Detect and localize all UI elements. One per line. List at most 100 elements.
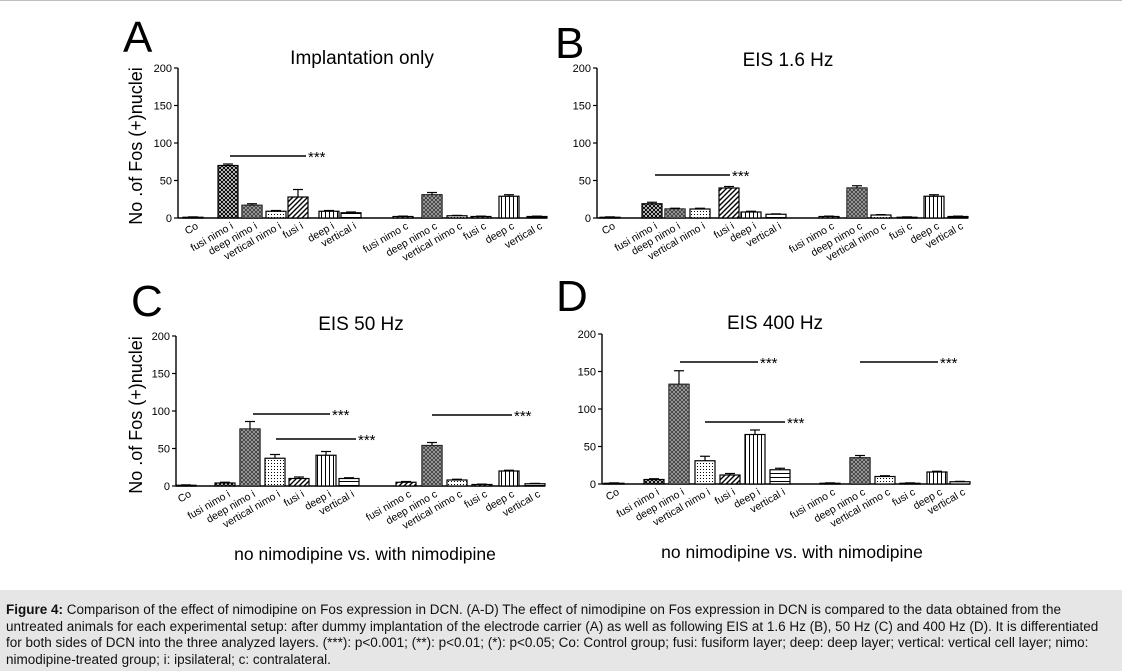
y-tick-label: 200 (573, 63, 591, 75)
bar-fusi-nimo-i (641, 203, 663, 219)
y-tick-label: 0 (166, 213, 172, 225)
panel-letter: C (131, 277, 163, 326)
significance-label: *** (514, 408, 532, 425)
bar-vertical-nimo-c (446, 215, 468, 219)
caption-text: Comparison of the effect of nimodipine o… (6, 602, 1099, 667)
category-label: Co (176, 488, 194, 505)
bar-fusi-i (287, 196, 309, 219)
figure-caption: Figure 4: Comparison of the effect of ni… (6, 602, 1114, 668)
significance-label: *** (940, 355, 958, 372)
y-tick-label: 100 (578, 404, 596, 416)
bar-vertical-c (524, 483, 546, 487)
y-tick-label: 0 (585, 213, 591, 225)
bar-shade (665, 209, 685, 218)
bar-deep-i (744, 433, 766, 485)
y-tick-label: 150 (578, 367, 596, 379)
bar-fusi-nimo-i (214, 482, 236, 487)
bar-shade (422, 194, 442, 218)
bar-fusi-i (719, 474, 741, 485)
panel-title: EIS 1.6 Hz (743, 50, 834, 71)
y-tick-label: 50 (584, 442, 596, 454)
panel-title: Implantation only (290, 48, 434, 69)
panel-letter: D (556, 272, 588, 321)
bar-shade (240, 429, 260, 486)
panel-C: C EIS 50 Hz 0 50 100 150 200 No .of Fos (+)nucl… (126, 277, 546, 564)
significance-label: *** (308, 149, 326, 166)
category-label: Co (604, 486, 622, 503)
y-tick-label: 100 (573, 138, 591, 150)
bar-vertical-i (338, 477, 360, 487)
bar-fusi-i (288, 477, 310, 487)
bar-vertical-nimo-c (446, 479, 468, 487)
bar-shade (242, 205, 262, 218)
category-label: Co (183, 220, 201, 237)
panel-title: EIS 400 Hz (727, 313, 823, 334)
top-rule (0, 0, 1122, 1)
y-tick-label: 150 (152, 369, 170, 381)
bar-fusi-c (470, 215, 492, 219)
y-tick-label: 200 (152, 331, 170, 343)
panel-title: EIS 50 Hz (318, 314, 404, 335)
bar-fusi-nimo-c (395, 481, 417, 487)
significance-label: *** (332, 407, 350, 424)
y-axis-label: No .of Fos (+)nuclei (126, 336, 146, 494)
y-tick-label: 150 (154, 101, 172, 113)
bar-fusi-i (718, 187, 740, 219)
panel-A: A Implantation only 0 50 100 150 200 No .of Fos… (123, 13, 548, 264)
panel-letter: A (123, 13, 153, 62)
significance-label: *** (787, 415, 805, 432)
bar-shade (850, 457, 870, 484)
bar-fusi-nimo-i (217, 164, 239, 219)
bar-vertical-nimo-i (694, 460, 716, 485)
y-axis-label: No .of Fos (+)nuclei (126, 67, 146, 225)
category-label: Co (600, 220, 618, 237)
figure-panels: A Implantation only 0 50 100 150 200 No .of Fos… (123, 13, 971, 564)
bar-deep-i (318, 210, 340, 219)
bar-vertical-c (949, 481, 971, 485)
y-tick-label: 0 (164, 481, 170, 493)
category-label: fusi i (281, 220, 306, 241)
bar-vertical-i (769, 469, 791, 485)
y-tick-label: 50 (160, 176, 172, 188)
bar-fusi-nimo-c (818, 215, 840, 219)
y-tick-label: 150 (573, 101, 591, 113)
panel-letter: B (555, 19, 584, 68)
bar-vertical-nimo-i (264, 457, 286, 487)
bar-deep-c (923, 195, 945, 219)
bar-shade (422, 445, 442, 486)
y-tick-label: 0 (590, 479, 596, 491)
bar-vertical-nimo-c (874, 475, 896, 485)
significance-label: *** (760, 355, 778, 372)
bar-vertical-c (526, 215, 548, 219)
bar-vertical-nimo-i (265, 210, 287, 219)
caption-box: Figure 4: Comparison of the effect of ni… (0, 590, 1122, 671)
y-tick-label: 200 (578, 329, 596, 341)
x-axis-label: no nimodipine vs. with nimodipine (234, 544, 496, 564)
y-tick-label: 100 (152, 406, 170, 418)
significance-label: *** (732, 168, 750, 185)
caption-label: Figure 4: (6, 602, 64, 617)
bar-deep-i (740, 211, 762, 219)
y-tick-label: 50 (579, 176, 591, 188)
bar-deep-c (498, 195, 520, 219)
bar-vertical-c (947, 215, 969, 219)
y-tick-label: 50 (158, 444, 170, 456)
y-tick-label: 100 (154, 138, 172, 150)
bar-vertical-nimo-i (689, 208, 711, 219)
bar-vertical-i (340, 212, 362, 219)
bar-deep-c (498, 470, 520, 487)
bar-shade (847, 188, 867, 218)
category-label: fusi i (282, 488, 307, 509)
bar-fusi-nimo-c (392, 215, 414, 219)
bar-deep-c (926, 471, 948, 485)
bar-deep-i (315, 454, 337, 487)
bar-fusi-nimo-i (643, 478, 665, 485)
bar-shade (669, 384, 689, 484)
x-axis-label: no nimodipine vs. with nimodipine (661, 542, 923, 562)
bar-vertical-nimo-c (870, 214, 892, 219)
y-tick-label: 200 (154, 63, 172, 75)
bar-vertical-i (765, 213, 787, 219)
significance-label: *** (358, 432, 376, 449)
